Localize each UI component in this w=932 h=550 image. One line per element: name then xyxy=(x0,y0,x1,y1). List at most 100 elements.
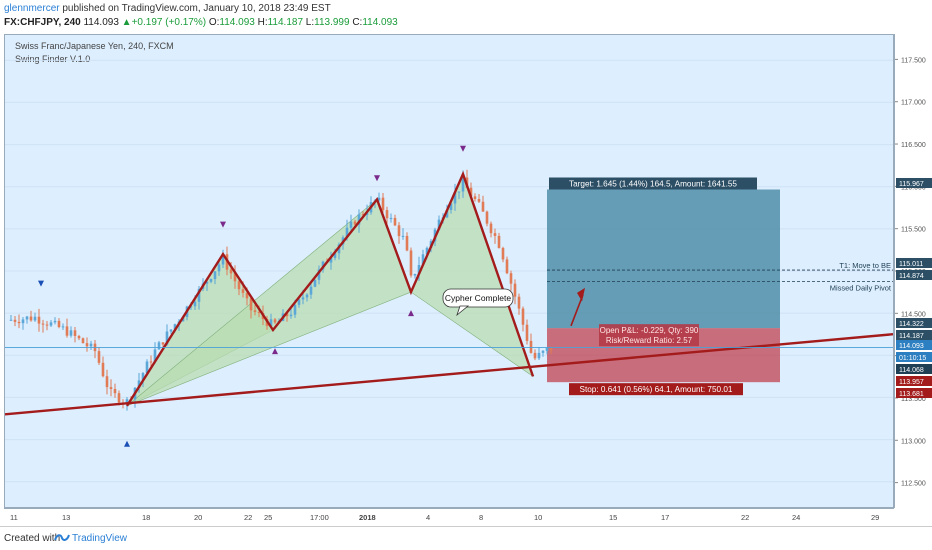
tradingview-logo-icon xyxy=(54,534,70,541)
candle-body xyxy=(173,324,177,330)
candle-body xyxy=(169,329,173,332)
candle-body xyxy=(357,214,361,225)
candle-body xyxy=(297,299,301,305)
open-value: 114.093 xyxy=(219,17,255,28)
candle-body xyxy=(317,269,321,280)
candle-body xyxy=(153,349,157,362)
candle-body xyxy=(221,254,225,265)
time-tick-label: 18 xyxy=(142,513,150,522)
candle-body xyxy=(521,308,525,325)
candle-body xyxy=(33,316,37,321)
candle-body xyxy=(293,304,297,315)
candle-body xyxy=(533,352,537,359)
candle-body xyxy=(333,253,337,258)
price-tick-label: 117.500 xyxy=(901,57,926,64)
up-arrow-annotation xyxy=(570,287,585,327)
created-with-text: Created with xyxy=(4,533,61,544)
pattern-triangle-cd xyxy=(410,173,534,378)
chart-pane[interactable]: Swiss Franc/Japanese Yen, 240, FXCM Swin… xyxy=(4,34,894,508)
candle-body xyxy=(513,283,517,297)
arrow-shaft xyxy=(570,294,584,327)
price-tick-label: 113.500 xyxy=(901,396,926,403)
target-zone xyxy=(547,189,780,329)
candle-body xyxy=(505,259,509,274)
publish-text: published on TradingView.com, January 10… xyxy=(62,3,331,14)
author-link[interactable]: glennmercer xyxy=(4,3,60,14)
time-tick-label: 17 xyxy=(661,513,669,522)
price-tag-bg xyxy=(896,318,932,328)
tradingview-brand[interactable]: TradingView xyxy=(72,533,128,544)
candle-body xyxy=(301,297,305,300)
callout-text: Cypher Complete xyxy=(445,293,511,303)
price-tag: 115.011 xyxy=(899,261,923,268)
time-tick-label: 24 xyxy=(792,513,800,522)
chart-header: glennmercer published on TradingView.com… xyxy=(0,0,932,34)
candle-body xyxy=(305,294,309,298)
candle-body xyxy=(165,331,169,345)
candle-body xyxy=(473,196,477,200)
candle-body xyxy=(57,320,61,327)
candle-body xyxy=(157,342,161,350)
candle-body xyxy=(193,301,197,307)
candle-body xyxy=(245,292,249,299)
candle-body xyxy=(97,351,101,363)
candle-body xyxy=(493,233,497,236)
footer: Created with TradingView xyxy=(0,526,932,550)
candle-body xyxy=(393,217,397,226)
chart-canvas[interactable]: Cypher Complete Target: 1.645 (1.44%) 164… xyxy=(5,35,893,507)
candle-body xyxy=(89,343,93,347)
candle-body xyxy=(329,257,333,263)
candle-body xyxy=(289,314,293,317)
time-tick-label: 15 xyxy=(609,513,617,522)
arrow-head xyxy=(577,287,585,302)
candle-body xyxy=(445,209,449,218)
swing-low-marker xyxy=(408,310,414,317)
candle-body xyxy=(117,393,121,403)
candle-body xyxy=(401,235,405,237)
time-tick-label: 20 xyxy=(194,513,202,522)
last-price: 114.093 xyxy=(83,17,119,28)
price-tag-bg xyxy=(896,330,932,340)
candle-body xyxy=(61,326,65,328)
open-pl-label: Open P&L: -0.229, Qty: 390 xyxy=(600,326,699,335)
stop-label: Stop: 0.641 (0.56%) 64.1, Amount: 750.01 xyxy=(580,385,733,394)
candle-body xyxy=(437,219,441,230)
candle-body xyxy=(25,316,29,320)
candle-body xyxy=(213,271,217,280)
price-tick-label: 114.500 xyxy=(901,311,926,318)
price-tag-bg xyxy=(896,178,932,188)
time-tick-label: 2018 xyxy=(359,513,376,522)
symbol-label: FX:CHFJPY, 240 xyxy=(4,17,81,28)
price-axis[interactable]: 117.500117.000116.500116.000115.500115.0… xyxy=(894,34,932,508)
candle-body xyxy=(397,225,401,237)
candle-body xyxy=(477,199,481,202)
candle-body xyxy=(101,362,105,377)
candle-body xyxy=(489,223,493,234)
candle-body xyxy=(217,264,221,272)
price-tag-bg xyxy=(896,376,932,386)
price-tag: 113.681 xyxy=(899,391,924,398)
candle-body xyxy=(453,192,457,204)
candle-body xyxy=(405,235,409,251)
swing-high-marker xyxy=(460,145,466,152)
time-tick-label: 4 xyxy=(426,513,430,522)
publish-info: glennmercer published on TradingView.com… xyxy=(4,3,331,14)
swing-low-marker xyxy=(272,348,278,355)
price-tag: 01:10:15 xyxy=(899,355,926,362)
candle-body xyxy=(161,342,165,345)
candle-body xyxy=(241,289,245,293)
candle-body xyxy=(49,322,53,326)
price-tick-label: 113.000 xyxy=(901,438,926,445)
time-tick-label: 13 xyxy=(62,513,70,522)
candle-body xyxy=(361,214,365,216)
time-axis[interactable]: 11 13 18 20 22 25 17:00 2018 4 8 10 15 17 22 24 29 xyxy=(4,508,894,524)
close-label: C: xyxy=(352,17,363,28)
open-label: O: xyxy=(208,17,220,28)
price-tag-bg xyxy=(896,270,932,280)
candle-body xyxy=(9,319,13,321)
candle-body xyxy=(541,350,545,353)
candle-body xyxy=(81,338,85,344)
candle-body xyxy=(257,312,261,314)
price-tag-bg xyxy=(896,352,932,362)
level-label-t1: T1: Move to BE xyxy=(839,261,891,270)
